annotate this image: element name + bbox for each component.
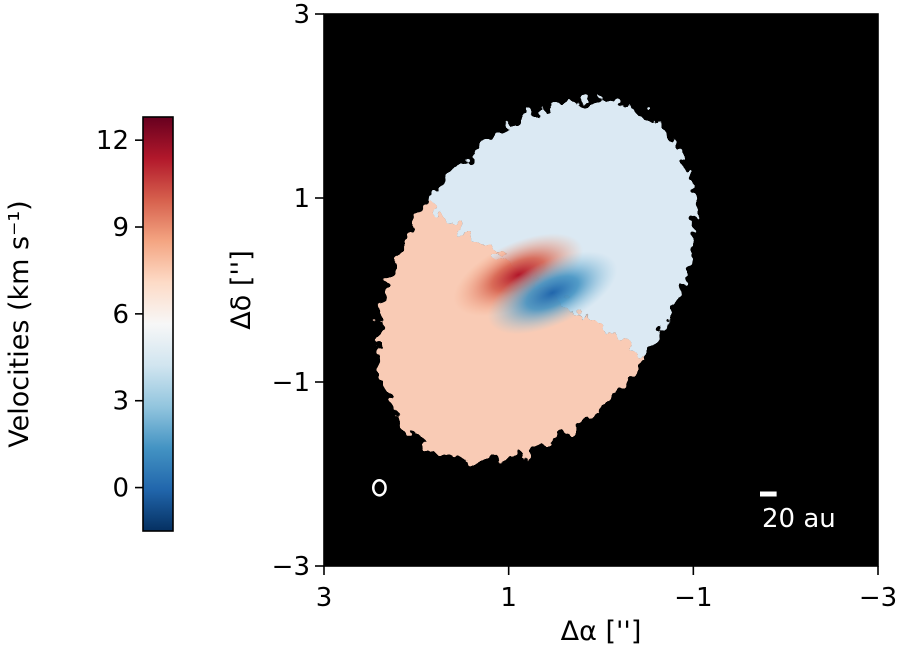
colorbar-tick-label: 6: [112, 300, 129, 330]
colorbar-tick-label: 9: [112, 213, 129, 243]
y-axis-ticks: −3 −1 1 3: [272, 0, 324, 582]
x-tick-label: −1: [674, 583, 712, 613]
y-tick-label: −3: [272, 552, 310, 582]
colorbar-tick-label: 0: [112, 474, 129, 504]
y-tick-label: −1: [272, 368, 310, 398]
x-tick-label: 3: [316, 583, 333, 613]
plot-area: 20 au 3 1 −1 −3 −3 −1 1 3 Δα [''] Δδ ['']: [226, 0, 897, 647]
x-axis-label: Δα ['']: [561, 616, 642, 647]
colorbar-tick-label: 12: [96, 126, 129, 156]
disk-red-core: [453, 233, 584, 317]
colorbar-bar: [142, 116, 174, 532]
colorbar-label: Velocities (km s⁻¹): [4, 200, 35, 447]
disk-blueshifted-half: [426, 101, 695, 358]
y-axis-label: Δδ ['']: [226, 250, 257, 329]
y-tick-label: 1: [293, 184, 310, 214]
x-tick-label: 1: [500, 583, 517, 613]
plot-frame: [323, 13, 879, 567]
y-tick-label: 3: [293, 0, 310, 30]
x-axis-ticks: 3 1 −1 −3: [316, 566, 897, 613]
beam-ellipse: [371, 479, 387, 497]
colorbar-tick-label: 3: [112, 387, 129, 417]
x-tick-label: −3: [859, 583, 897, 613]
disk-blue-core: [487, 251, 618, 335]
scalebar-label: 20 au: [762, 504, 836, 534]
colorbar-ticks: 0 3 6 9 12: [96, 126, 143, 504]
colorbar: 0 3 6 9 12 Velocities (km s⁻¹): [4, 116, 174, 532]
